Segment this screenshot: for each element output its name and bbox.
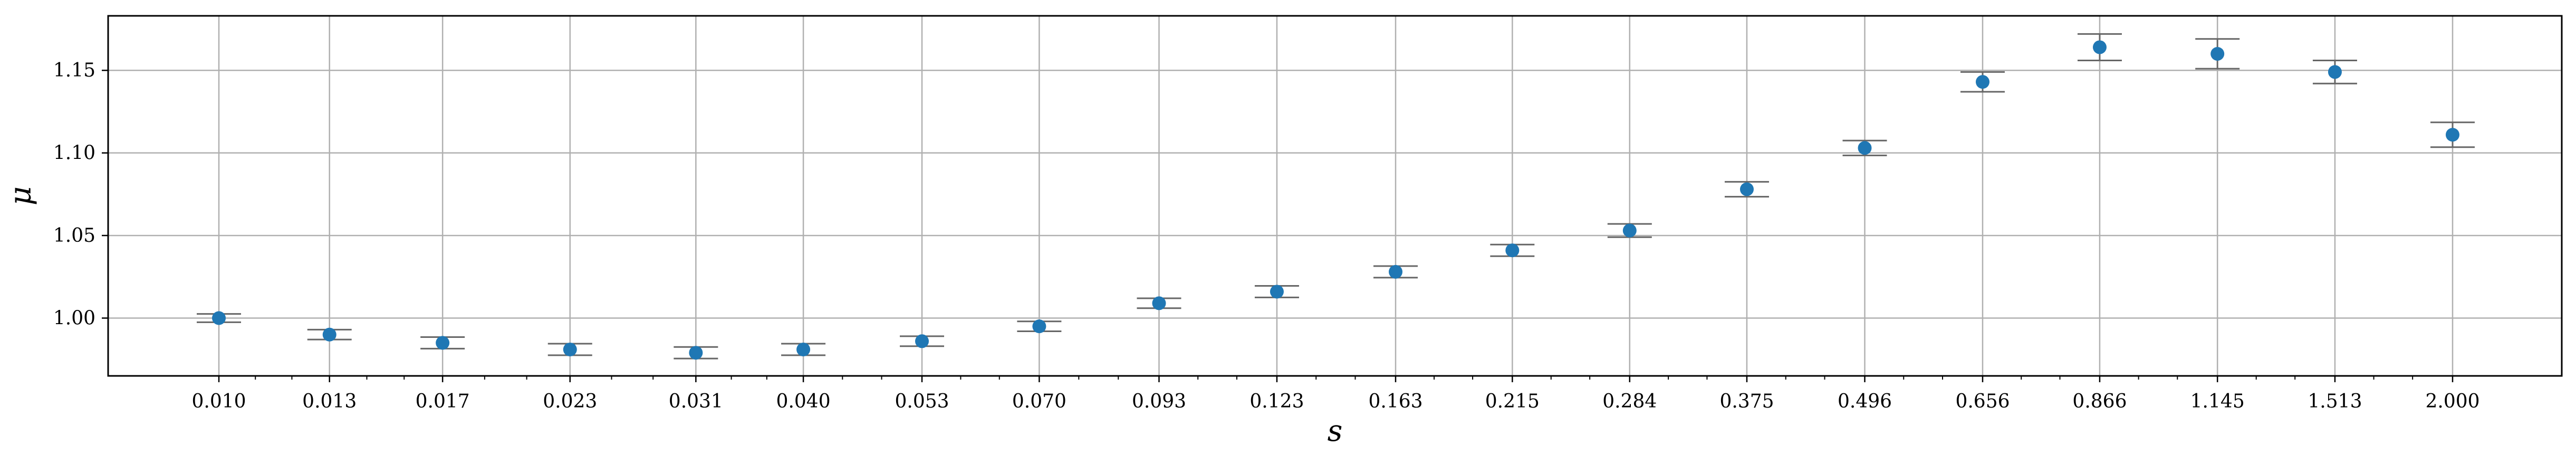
data-point (1739, 182, 1754, 196)
x-tick-label: 0.656 (1955, 391, 2010, 412)
data-point (1032, 319, 1046, 334)
data-point (2210, 46, 2225, 61)
x-tick-label: 0.017 (416, 391, 470, 412)
data-point (1505, 243, 1520, 258)
grid (108, 16, 2562, 376)
x-tick-label: 0.093 (1132, 391, 1186, 412)
data-point (796, 342, 811, 356)
data-points (212, 40, 2459, 360)
data-point (1152, 296, 1166, 310)
data-point (915, 334, 929, 348)
data-point (212, 311, 226, 325)
x-axis-label: s (1328, 414, 1343, 448)
x-tick-label: 0.053 (895, 391, 949, 412)
x-tick-label: 0.023 (543, 391, 597, 412)
data-point (1622, 223, 1637, 238)
x-tick-label: 0.070 (1012, 391, 1066, 412)
y-tick-label: 1.15 (53, 60, 95, 81)
y-axis-label: μ (4, 186, 38, 205)
data-point (436, 336, 450, 350)
y-tick-label: 1.05 (53, 225, 95, 247)
data-point (689, 346, 703, 360)
error-bars (197, 33, 2475, 360)
x-tick-label: 1.513 (2308, 391, 2362, 412)
x-tick-label: 0.163 (1368, 391, 1422, 412)
x-tick-label: 0.866 (2072, 391, 2127, 412)
axis-ticks: 0.010 0.013 0.017 0.023 0.031 0.040 0.053 0.070… (53, 60, 2480, 412)
data-point (1389, 264, 1403, 279)
x-tick-label: 0.031 (669, 391, 723, 412)
data-point (2446, 128, 2459, 142)
x-tick-label: 1.145 (2190, 391, 2245, 412)
y-tick-label: 1.00 (53, 308, 95, 329)
data-point (322, 327, 337, 342)
y-tick-label: 1.10 (53, 143, 95, 164)
data-point (1975, 75, 1989, 89)
x-tick-label: 0.010 (191, 391, 246, 412)
x-tick-label: 0.496 (1838, 391, 1892, 412)
plot-frame (107, 15, 2563, 377)
x-tick-label: 0.040 (776, 391, 831, 412)
data-point (563, 342, 577, 356)
data-point (1858, 141, 1872, 155)
x-tick-label: 0.284 (1602, 391, 1657, 412)
x-tick-label: 0.123 (1249, 391, 1304, 412)
x-tick-label: 0.013 (302, 391, 357, 412)
x-tick-label: 2.000 (2425, 391, 2479, 412)
x-tick-label: 0.215 (1485, 391, 1540, 412)
data-point (1270, 285, 1284, 299)
x-tick-label: 0.375 (1719, 391, 1774, 412)
data-point (2092, 40, 2107, 54)
data-point (2328, 65, 2342, 79)
